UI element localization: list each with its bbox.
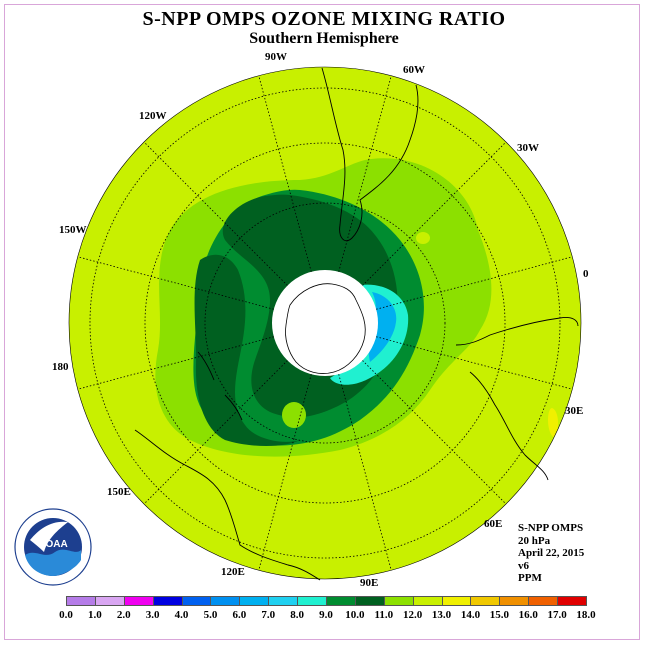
info-units: PPM — [518, 572, 542, 584]
south-america-coast — [321, 67, 419, 242]
meridian-line — [338, 75, 392, 272]
lon-label-90w: 90W — [265, 51, 287, 63]
info-level: 20 hPa — [518, 534, 551, 547]
meridian-line — [143, 141, 288, 286]
color-scale-legend: 0.0 1.0 2.0 3.0 4.0 5.0 6.0 7.0 8.0 9.0 10.0 11.0 12… — [59, 596, 596, 626]
color-scale-tick: 1.0 — [88, 609, 102, 621]
latitude-circle — [144, 142, 506, 504]
color-scale-tick: 3.0 — [145, 609, 160, 621]
color-scale-bin — [181, 596, 212, 606]
color-scale-tick: 6.0 — [232, 609, 247, 621]
ozone-island-12 — [416, 232, 430, 244]
lon-label-60w: 60W — [403, 64, 425, 76]
new-zealand-coast — [197, 351, 243, 421]
info-date: April 22, 2015 — [518, 547, 585, 559]
color-scale-bin — [383, 596, 414, 606]
color-scale-tick: 17.0 — [547, 609, 567, 621]
color-scale-bin — [528, 596, 559, 606]
latitude-circle — [204, 202, 446, 444]
polar-no-data-hole — [272, 270, 378, 376]
color-scale-bin — [66, 596, 96, 606]
color-scale-tick: 11.0 — [374, 609, 394, 621]
meridian-line — [77, 336, 274, 390]
meridian-line — [77, 256, 274, 310]
color-scale-bin — [123, 596, 154, 606]
color-scale-tick: 4.0 — [174, 609, 189, 621]
color-scale-bin — [354, 596, 385, 606]
lon-label-0: 0 — [583, 268, 589, 280]
color-scale-tick: 18.0 — [576, 609, 596, 621]
color-scale-tick: 15.0 — [489, 609, 509, 621]
lon-label-60e: 60E — [484, 518, 503, 530]
color-scale-tick: 10.0 — [345, 609, 365, 621]
info-version: v6 — [518, 559, 529, 572]
meridian-line — [258, 374, 312, 571]
antarctica-outline — [285, 283, 366, 374]
color-scale-bin — [412, 596, 443, 606]
lon-label-30e: 30E — [565, 405, 584, 417]
meridian-line — [376, 336, 573, 390]
ozone-island-11 — [282, 402, 306, 428]
color-scale-tick: 13.0 — [431, 609, 452, 621]
lon-label-30w: 30W — [517, 142, 539, 154]
meridian-line — [338, 374, 392, 571]
meridian-line — [376, 256, 573, 310]
africa-coast — [455, 317, 579, 481]
meridian-line — [258, 75, 312, 272]
info-instrument: S-NPP OMPS — [518, 522, 584, 534]
meridian-line — [143, 360, 288, 505]
color-scale-tick: 9.0 — [319, 609, 333, 621]
color-scale-tick: 7.0 — [261, 609, 276, 621]
color-scale-bin — [470, 596, 501, 606]
color-scale-tick: 14.0 — [460, 609, 481, 621]
map-subtitle: Southern Hemisphere — [249, 30, 399, 47]
map-boundary — [68, 66, 582, 580]
color-scale-tick: 16.0 — [518, 609, 538, 621]
color-scale-tick: 12.0 — [403, 609, 423, 621]
color-scale-bin — [297, 596, 327, 606]
color-scale-bin — [326, 596, 356, 606]
color-scale-tick: 0.0 — [59, 609, 73, 621]
color-scale-tick: 2.0 — [116, 609, 131, 621]
lon-label-120w: 120W — [139, 110, 167, 122]
color-scale-tick: 5.0 — [203, 609, 218, 621]
lon-label-90e: 90E — [360, 577, 379, 589]
page-frame — [4, 4, 640, 640]
meridian-line — [362, 141, 507, 286]
latitude-circle — [89, 87, 561, 559]
ozone-contour-6 — [368, 292, 397, 362]
lon-label-150w: 150W — [59, 224, 87, 236]
color-scale-bin — [268, 596, 299, 606]
meridian-line — [362, 360, 507, 505]
color-scale-bin — [210, 596, 241, 606]
lon-label-120e: 120E — [221, 566, 245, 578]
ozone-contour-13 — [548, 408, 559, 437]
color-scale-bin — [499, 596, 530, 606]
lon-label-180: 180 — [52, 361, 69, 373]
lon-label-150e: 150E — [107, 486, 131, 498]
ozone-contour-10-west — [194, 254, 300, 446]
color-scale-bin — [94, 596, 125, 606]
color-scale-bin — [239, 596, 270, 606]
color-scale-bin — [441, 596, 472, 606]
color-scale-tick: 8.0 — [290, 609, 304, 621]
info-block: S-NPP OMPS 20 hPa April 22, 2015 v6 PPM — [518, 522, 584, 585]
color-scale-bin — [557, 596, 587, 606]
map-title: S-NPP OMPS OZONE MIXING RATIO — [142, 8, 506, 30]
australia-coast — [134, 429, 321, 581]
color-scale-bin — [152, 596, 183, 606]
